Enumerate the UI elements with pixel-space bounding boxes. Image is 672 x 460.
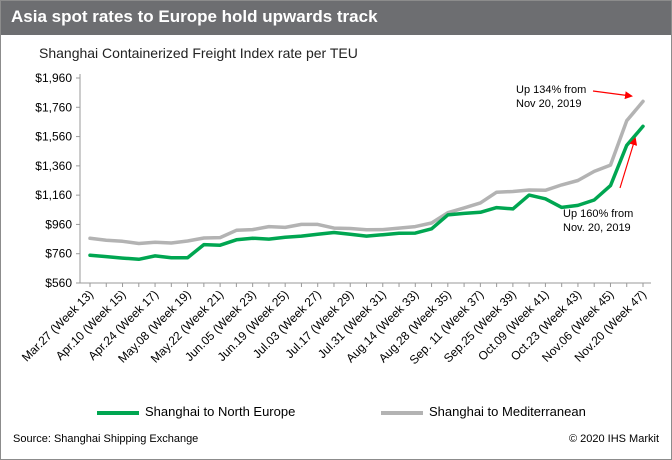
copyright-note: © 2020 IHS Markit [568,433,659,445]
legend-item-mediterranean: Shanghai to Mediterranean [381,404,586,419]
chart-annotations: Up 134% from Nov 20, 2019 Up 160% from Nov.… [516,84,638,234]
annotation-arrow [592,90,633,100]
y-tick-label: $1,160 [35,188,72,202]
y-tick-label: $560 [45,276,72,290]
annotation-text: Up 160% from [563,208,633,220]
y-axis-ticks: $560 $760 $960 $1,160 $1,360 $1,560 $1,760 $1,9… [35,71,80,290]
annotation-text: Nov. 20, 2019 [563,222,631,234]
annotation-text: Up 134% from [516,84,586,96]
y-tick-label: $1,360 [35,159,72,173]
y-tick-label: $1,760 [35,100,72,114]
legend-label-mediterranean: Shanghai to Mediterranean [429,404,586,419]
chart-title: Asia spot rates to Europe hold upwards t… [11,7,378,26]
chart-subtitle: Shanghai Containerized Freight Index rat… [39,45,358,61]
source-note: Source: Shanghai Shipping Exchange [13,433,199,445]
annotation-arrow [619,137,638,189]
series-line-north-europe [88,124,645,262]
y-tick-label: $760 [45,247,72,261]
y-tick-label: $1,560 [35,130,72,144]
header-bar: Asia spot rates to Europe hold upwards t… [1,1,671,35]
y-tick-label: $1,960 [35,71,72,85]
chart-axes [79,74,651,284]
legend-label-north-europe: Shanghai to North Europe [145,404,296,419]
y-tick-label: $960 [45,217,72,231]
line-chart: $560 $760 $960 $1,160 $1,360 $1,560 $1,760 $1,9… [19,71,651,367]
series-line-mediterranean [88,99,645,246]
annotation-text: Nov 20, 2019 [516,98,581,110]
legend-swatch-mediterranean [381,410,423,415]
legend-swatch-north-europe [97,410,139,415]
legend-item-north-europe: Shanghai to North Europe [97,404,295,419]
x-axis-ticks: Mar.27 (Week 13)Apr.10 (Week 15)Apr.24 (… [19,283,649,367]
chart-series [88,99,645,262]
